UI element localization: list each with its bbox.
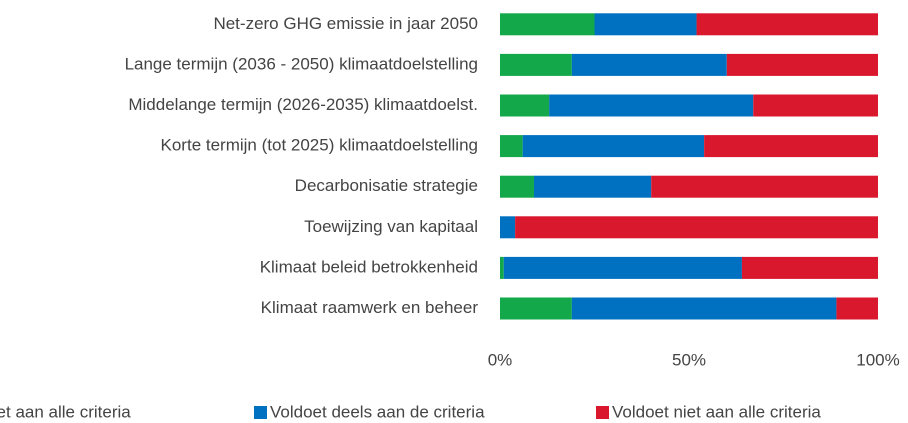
legend-label: Voldoet aan alle criteria — [0, 402, 131, 421]
category-label: Toewijzing van kapitaal — [304, 217, 478, 236]
bar-segment — [651, 175, 878, 198]
bar-segment — [549, 94, 754, 117]
category-label: Middelange termijn (2026-2035) klimaatdo… — [128, 95, 478, 114]
legend-label: Voldoet niet aan alle criteria — [612, 402, 821, 421]
bar-segment — [500, 135, 523, 158]
bar-segment — [726, 53, 878, 76]
bar-segment — [696, 13, 878, 36]
bar-segment — [836, 297, 878, 320]
bar-segment — [500, 175, 535, 198]
bar-segment — [515, 216, 878, 239]
bar-segment — [571, 53, 727, 76]
category-label: Decarbonisatie strategie — [295, 176, 478, 195]
category-label: Klimaat raamwerk en beheer — [261, 298, 479, 317]
bar-segment — [594, 13, 697, 36]
category-label: Klimaat beleid betrokkenheid — [260, 257, 478, 276]
category-label: Net-zero GHG emissie in jaar 2050 — [213, 14, 478, 33]
category-label: Korte termijn (tot 2025) klimaatdoelstel… — [161, 136, 478, 155]
bar-segment — [571, 297, 837, 320]
bar-segment — [500, 216, 516, 239]
bar-segment — [500, 297, 572, 320]
bar-segment — [704, 135, 878, 158]
bar-segment — [534, 175, 652, 198]
category-label: Lange termijn (2036 - 2050) klimaatdoels… — [125, 54, 478, 73]
bar-segment — [500, 53, 572, 76]
bar-segment — [500, 256, 504, 279]
x-tick-label: 100% — [856, 350, 899, 369]
bar-segment — [500, 94, 550, 117]
x-tick-label: 0% — [488, 350, 513, 369]
bar-segment — [503, 256, 742, 279]
bar-segment — [753, 94, 878, 117]
bar-segment — [500, 13, 595, 36]
legend-marker — [596, 406, 609, 419]
bar-segment — [522, 135, 705, 158]
legend-label: Voldoet deels aan de criteria — [270, 402, 485, 421]
bar-segment — [741, 256, 878, 279]
x-tick-label: 50% — [672, 350, 706, 369]
legend-marker — [254, 406, 267, 419]
